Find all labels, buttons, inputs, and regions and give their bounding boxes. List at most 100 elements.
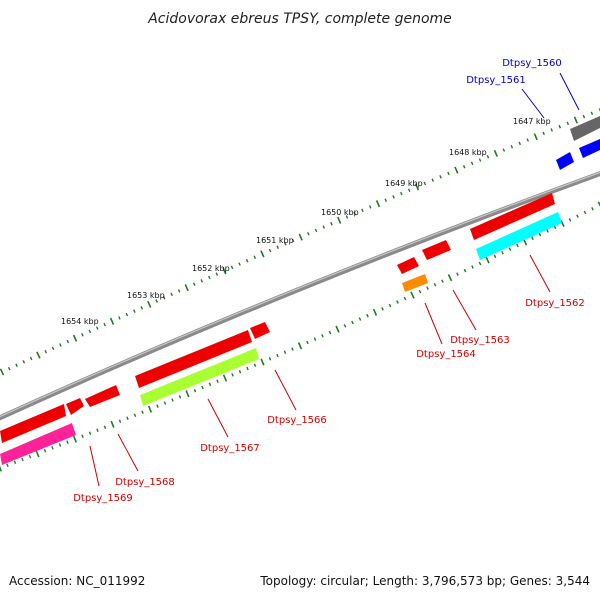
minor-tick [456, 272, 459, 276]
tick-label-1651: 1651 kbp [256, 236, 294, 245]
minor-tick [126, 416, 129, 421]
leader-line [452, 289, 477, 331]
gene-label-dtpsy-1567[interactable]: Dtpsy_1567 [200, 443, 260, 454]
major-tick [337, 216, 342, 224]
minor-tick [21, 457, 24, 462]
feature-arrow[interactable] [0, 404, 66, 443]
reverse-features [0, 116, 600, 465]
feature-bar-cyan[interactable] [476, 212, 562, 260]
minor-tick [200, 279, 204, 283]
feature-arrow[interactable] [250, 322, 270, 339]
gene-label-dtpsy-1569[interactable]: Dtpsy_1569 [73, 493, 133, 504]
minor-tick [426, 286, 429, 290]
major-tick [560, 220, 565, 228]
minor-tick [313, 337, 317, 341]
minor-tick [253, 363, 257, 367]
major-tick [533, 133, 538, 141]
outer-tick-row [0, 108, 600, 376]
minor-tick [22, 360, 26, 364]
minor-tick [576, 214, 579, 218]
major-tick [297, 342, 303, 350]
accession-text: Accession: NC_011992 [9, 574, 146, 588]
minor-tick [215, 272, 219, 276]
tick-label-1654: 1654 kbp [61, 317, 99, 326]
minor-tick [51, 446, 54, 450]
gene-label-dtpsy-1563[interactable]: Dtpsy_1563 [450, 335, 510, 346]
major-tick [36, 351, 41, 359]
major-tick [375, 200, 381, 208]
genome-summary-text: Topology: circular; Length: 3,796,573 bp… [260, 574, 590, 588]
gene-label-dtpsy-1560[interactable]: Dtpsy_1560 [502, 58, 562, 69]
minor-tick [268, 248, 272, 253]
feature-bar-grey[interactable] [570, 116, 600, 141]
minor-tick [133, 413, 137, 418]
feature-arrow-blue[interactable] [556, 152, 574, 170]
minor-tick [208, 275, 211, 280]
major-tick [35, 450, 40, 458]
feature-bar-green[interactable] [140, 348, 259, 406]
minor-tick [502, 148, 506, 152]
minor-tick [368, 205, 372, 209]
minor-tick [276, 353, 279, 358]
minor-tick [291, 347, 294, 351]
gene-label-dtpsy-1568[interactable]: Dtpsy_1568 [115, 477, 175, 488]
major-tick [447, 274, 453, 282]
tick-label-1648: 1648 kbp [449, 148, 487, 157]
feature-arrow[interactable] [85, 385, 120, 407]
minor-tick [501, 250, 504, 255]
minor-tick [201, 385, 204, 390]
minor-tick [268, 357, 272, 361]
minor-tick [353, 211, 356, 216]
major-tick [222, 267, 227, 275]
tick-label-1647: 1647 kbp [513, 117, 551, 126]
minor-tick [66, 339, 70, 344]
minor-tick [155, 299, 159, 303]
minor-tick [478, 261, 482, 266]
minor-tick [177, 289, 181, 293]
feature-arrow[interactable] [66, 398, 84, 415]
tick-label-1652: 1652 kbp [192, 264, 230, 273]
minor-tick [163, 401, 167, 405]
feature-bar-orange[interactable] [402, 274, 428, 292]
gene-label-dtpsy-1562[interactable]: Dtpsy_1562 [525, 298, 585, 309]
major-tick [147, 405, 153, 413]
feature-arrow[interactable] [397, 257, 419, 274]
gene-label-dtpsy-1561[interactable]: Dtpsy_1561 [466, 75, 526, 86]
minor-tick [118, 316, 121, 320]
feature-bar-blue[interactable] [579, 139, 600, 158]
minor-tick [125, 312, 129, 317]
minor-tick [306, 340, 309, 345]
minor-tick [366, 313, 369, 318]
minor-tick [462, 165, 466, 169]
major-tick [185, 390, 190, 398]
leader-line [424, 302, 443, 345]
minor-tick [351, 320, 354, 325]
minor-tick [384, 198, 388, 202]
feature-arrow[interactable] [470, 193, 555, 240]
leader-line [559, 72, 580, 111]
minor-tick [88, 329, 92, 334]
major-tick [454, 166, 459, 174]
minor-tick [582, 114, 586, 119]
minor-tick [291, 238, 295, 243]
leader-line [207, 398, 229, 438]
minor-tick [208, 382, 212, 387]
feature-arrow[interactable] [422, 240, 451, 260]
minor-tick [470, 161, 474, 166]
minor-tick [439, 175, 442, 179]
minor-tick [6, 463, 9, 467]
minor-tick [29, 356, 33, 361]
minor-tick [284, 242, 287, 246]
tick-labels: 1647 kbp 1648 kbp 1649 kbp 1650 kbp 1651… [61, 117, 551, 326]
feature-arrow[interactable] [135, 330, 252, 388]
minor-tick [471, 265, 474, 269]
gene-label-dtpsy-1566[interactable]: Dtpsy_1566 [267, 415, 327, 426]
minor-tick [238, 262, 241, 266]
minor-tick [88, 431, 92, 436]
minor-tick [583, 210, 587, 215]
leader-line [529, 254, 551, 293]
feature-bar-magenta[interactable] [0, 423, 76, 465]
minor-tick [400, 191, 403, 196]
major-tick [410, 291, 415, 299]
gene-label-dtpsy-1564[interactable]: Dtpsy_1564 [416, 349, 476, 360]
